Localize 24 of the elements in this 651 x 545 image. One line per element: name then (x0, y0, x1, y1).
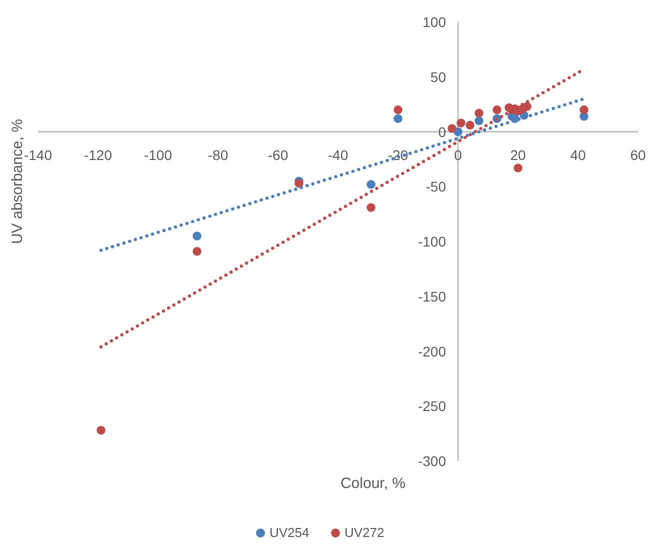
y-tick-label: -250 (418, 398, 446, 414)
legend-label: UV254 (270, 525, 310, 540)
x-tick-label: -40 (328, 146, 348, 163)
y-tick-label: -150 (418, 288, 446, 304)
x-tick-label: -60 (268, 146, 288, 163)
x-tick-label: -20 (388, 146, 408, 163)
x-tick-label: 20 (510, 146, 526, 163)
x-tick-label: -140 (24, 146, 52, 163)
y-tick-label: 0 (438, 124, 446, 140)
y-tick-label: 100 (422, 14, 446, 30)
x-tick-label: -80 (208, 146, 228, 163)
y-axis-title: UV absorbance, % (9, 118, 26, 244)
x-tick-label: 60 (630, 146, 646, 163)
y-tick-label: 50 (430, 68, 446, 85)
legend-label: UV272 (344, 525, 384, 540)
x-tick-label: -120 (84, 146, 112, 163)
y-tick-label: -100 (418, 234, 446, 250)
x-tick-label: 0 (454, 146, 462, 163)
y-tick-label: -300 (418, 453, 446, 469)
y-tick-label: -200 (418, 343, 446, 360)
x-tick-label: 40 (570, 146, 586, 163)
y-tick-label: -50 (426, 178, 446, 195)
x-tick-label: -100 (144, 146, 172, 163)
x-axis-title: Colour, % (340, 475, 406, 492)
